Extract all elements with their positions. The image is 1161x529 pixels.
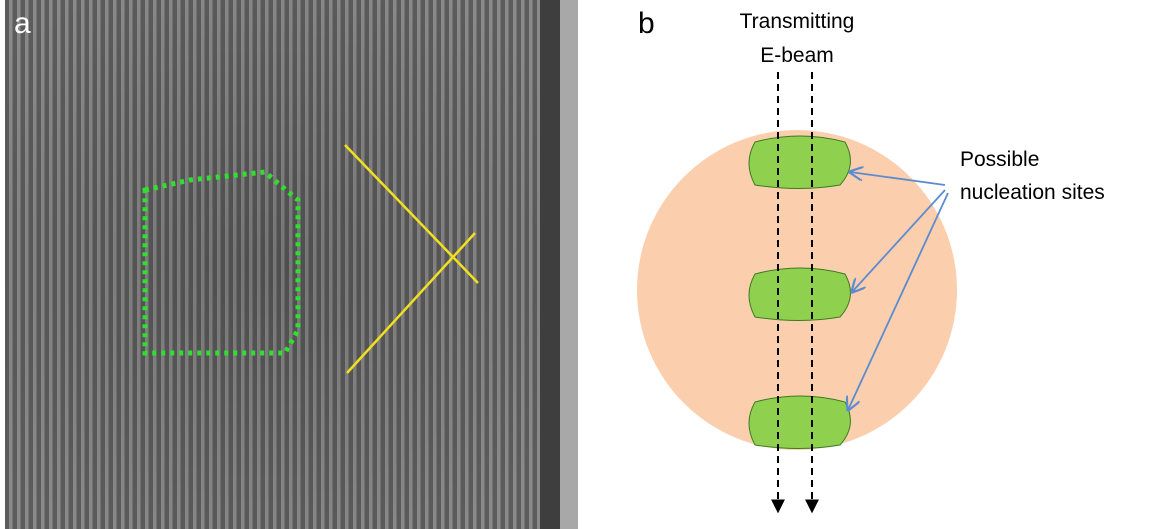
beam-label: Transmitting — [740, 10, 855, 33]
dark-edge — [540, 0, 560, 529]
annotation: nucleation sites — [960, 181, 1105, 204]
panel-b: b Transmitting E-beam Possible nucleatio… — [637, 7, 1105, 512]
beam-label: E-beam — [760, 44, 834, 67]
light-edge — [560, 0, 578, 529]
panel-a: a — [5, 0, 578, 529]
panel-label: b — [638, 7, 655, 40]
figure: a b Transmitting E-beam Possible nucleat… — [0, 0, 1161, 529]
image-shading — [5, 0, 578, 529]
annotation: Possible — [960, 148, 1039, 171]
nucleation-site — [749, 268, 850, 321]
nucleation-site — [749, 396, 850, 449]
nucleation-site — [749, 136, 850, 189]
panel-label: a — [14, 7, 31, 40]
